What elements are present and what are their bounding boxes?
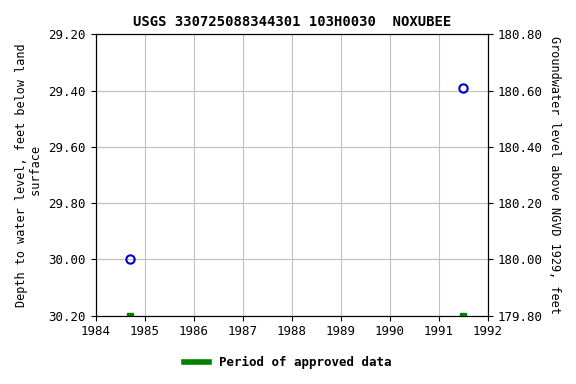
Y-axis label: Groundwater level above NGVD 1929, feet: Groundwater level above NGVD 1929, feet [548,36,561,314]
Title: USGS 330725088344301 103H0030  NOXUBEE: USGS 330725088344301 103H0030 NOXUBEE [132,15,451,29]
Y-axis label: Depth to water level, feet below land
 surface: Depth to water level, feet below land su… [15,43,43,307]
Legend: Period of approved data: Period of approved data [179,351,397,374]
